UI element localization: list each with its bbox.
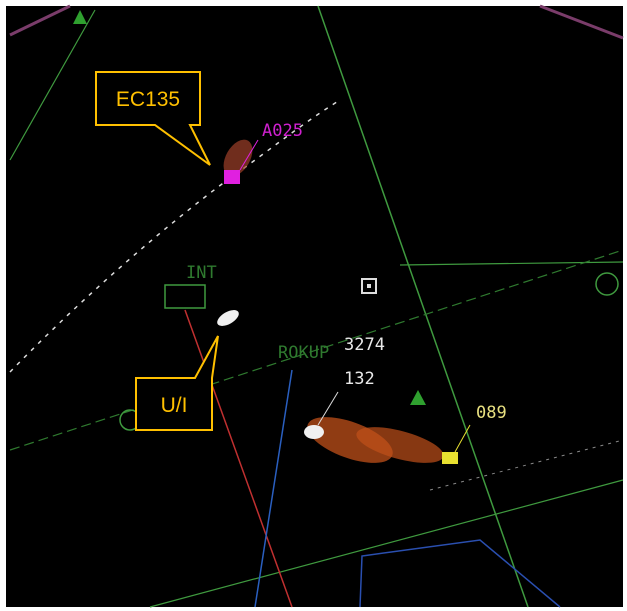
map-label: INT: [186, 263, 217, 283]
radar-screen: A025 3274 132 089 INT ROKUP EC135 U/I: [0, 0, 627, 611]
target-label: 132: [344, 369, 375, 389]
map-label: ROKUP: [278, 343, 329, 363]
target-label: 3274: [344, 335, 385, 355]
target-label: 089: [476, 403, 507, 423]
target-a025: [224, 170, 240, 184]
callout-label: EC135: [116, 88, 180, 111]
target-3274: [304, 425, 324, 439]
callout-label: U/I: [161, 394, 188, 417]
target-label: A025: [262, 121, 303, 141]
square: [367, 284, 371, 288]
target-089: [442, 452, 458, 464]
